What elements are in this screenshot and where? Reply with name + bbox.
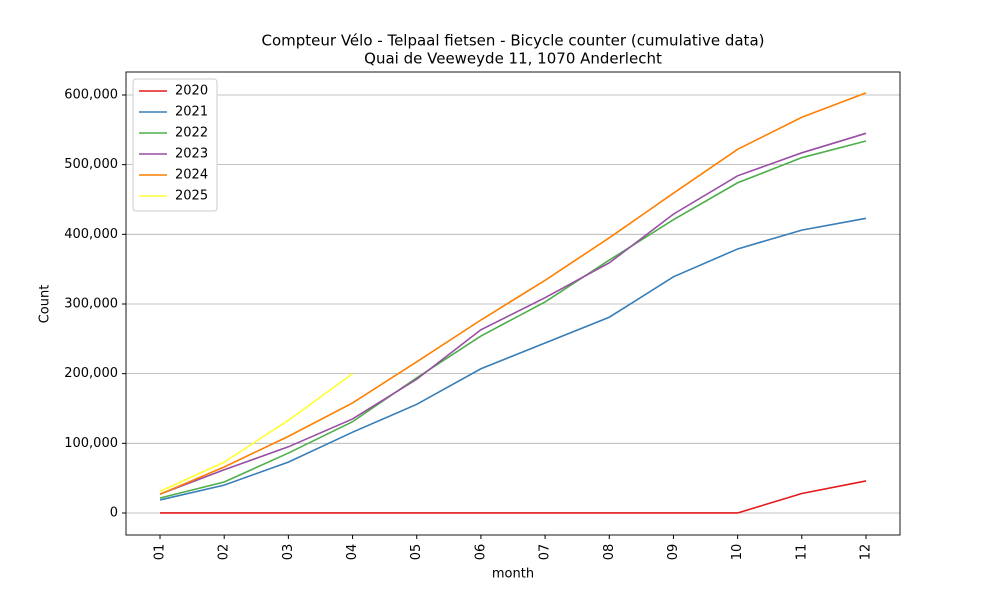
x-tick-label: 06 [473, 544, 488, 561]
x-tick-label: 05 [409, 544, 424, 561]
x-tick-label: 10 [730, 544, 745, 561]
legend-label: 2024 [175, 168, 208, 183]
x-tick-label: 11 [794, 544, 809, 561]
y-tick-label: 600,000 [64, 87, 118, 102]
legend-label: 2020 [175, 84, 208, 99]
data-line [159, 373, 354, 493]
y-tick-label: 0 [110, 505, 118, 520]
y-tick-label: 100,000 [64, 436, 118, 451]
x-tick-label: 09 [666, 544, 681, 561]
y-tick-label: 400,000 [64, 227, 118, 242]
chart-subtitle: Quai de Veeweyde 11, 1070 Anderlecht [364, 50, 662, 68]
legend-label: 2023 [175, 147, 208, 162]
y-axis-label: Count [38, 285, 53, 324]
x-tick-label: 12 [858, 544, 873, 561]
plot-frame [125, 71, 901, 536]
data-line [160, 480, 867, 514]
x-axis-label: month [492, 567, 534, 582]
legend-label: 2022 [175, 126, 208, 141]
x-tick-label: 03 [281, 544, 296, 561]
x-tick-label: 02 [217, 544, 232, 561]
x-tick-label: 04 [345, 544, 360, 561]
legend-label: 2021 [175, 105, 208, 120]
y-tick-label: 500,000 [64, 157, 118, 172]
x-tick-label: 01 [153, 544, 168, 561]
x-tick-label: 07 [538, 544, 553, 561]
data-line [159, 92, 867, 495]
data-line [159, 132, 867, 495]
x-tick-label: 08 [602, 544, 617, 561]
chart-title: Compteur Vélo - Telpaal fietsen - Bicycl… [262, 32, 765, 50]
data-line [159, 217, 867, 501]
legend-label: 2025 [175, 189, 208, 204]
y-tick-label: 300,000 [64, 296, 118, 311]
y-tick-label: 200,000 [64, 366, 118, 381]
data-line [159, 140, 867, 499]
